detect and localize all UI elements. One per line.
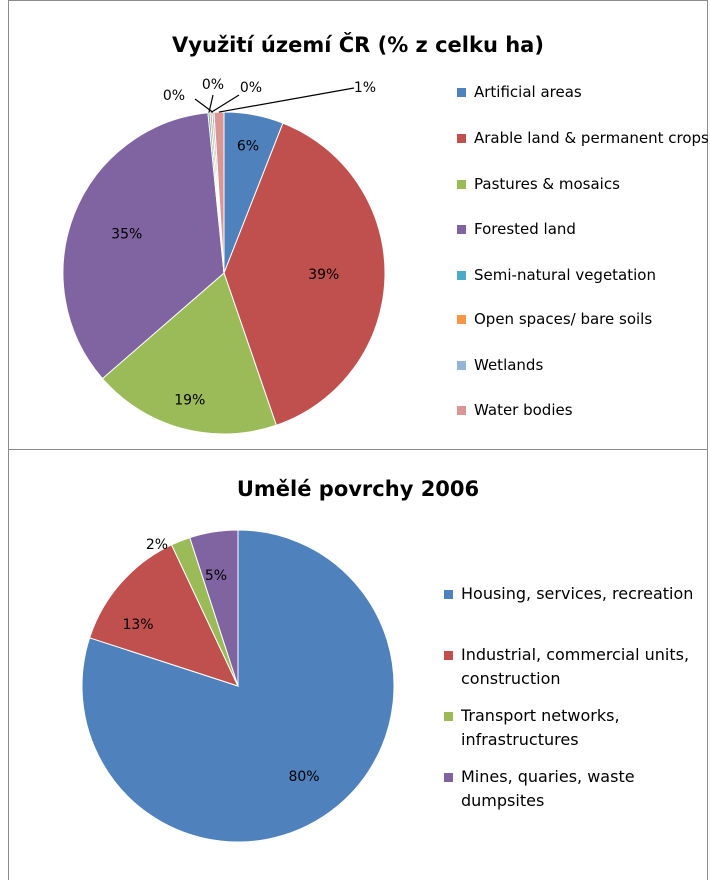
- legend-swatch: [444, 773, 453, 782]
- pie-slice-mines-quaries-waste-dumpsites: [189, 529, 239, 687]
- legend-label: Semi-natural vegetation: [474, 266, 656, 284]
- chart-title: Využití území ČR (% z celku ha): [172, 33, 544, 57]
- legend-label: Transport networks, infrastructures: [461, 706, 620, 749]
- chart-title: Umělé povrchy 2006: [236, 477, 480, 501]
- legend-swatch: [457, 406, 466, 415]
- legend-swatch: [444, 651, 453, 660]
- artificial-surfaces-chart-panel: Umělé povrchy 2006 80% 13% 2% 5% Housing, s…: [8, 449, 708, 880]
- legend-label: Forested land: [474, 220, 576, 238]
- legend-swatch: [457, 225, 466, 234]
- data-label-mines-quaries-waste-dumpsites: 5%: [205, 568, 227, 584]
- land-use-chart-panel: Využití území ČR (% z celku ha) 6% 39% 19%…: [8, 0, 709, 450]
- data-label-wetlands: 0%: [163, 88, 185, 104]
- data-label-industrial-commercial-units-construction: 13%: [122, 617, 153, 633]
- legend-swatch: [457, 271, 466, 280]
- data-label-forested-land: 35%: [111, 226, 142, 242]
- legend-swatch: [457, 88, 466, 97]
- legend-label: Housing, services, recreation: [461, 584, 694, 603]
- legend-label: Water bodies: [474, 401, 573, 419]
- legend-swatch: [457, 134, 466, 143]
- legend-label: Industrial, commercial units, constructi…: [461, 645, 690, 688]
- data-label-pastures-mosaics: 19%: [174, 393, 205, 409]
- legend-swatch: [444, 712, 453, 721]
- legend-label: Wetlands: [474, 356, 544, 374]
- legend-label: Pastures & mosaics: [474, 175, 620, 193]
- data-label-arable-land-permanent-crops: 39%: [308, 267, 339, 283]
- legend-label: Arable land & permanent crops: [474, 129, 709, 147]
- pie-slice-pastures-mosaics: [101, 272, 277, 435]
- leader-line-open-spaces-bare-soils: [210, 94, 240, 114]
- legend-label: Open spaces/ bare soils: [474, 310, 653, 328]
- pie-slice-forested-land: [62, 112, 225, 380]
- data-label-semi-natural-vegetation: 0%: [202, 77, 224, 93]
- legend-swatch: [444, 590, 453, 599]
- legend-swatch: [457, 180, 466, 189]
- pie-slice-arable-land-permanent-crops: [223, 122, 386, 426]
- legend-label: Artificial areas: [474, 83, 582, 101]
- data-label-artificial-areas: 6%: [237, 138, 259, 154]
- data-label-transport-networks-infrastructures: 2%: [146, 537, 168, 553]
- data-label-housing-services-recreation: 80%: [288, 769, 319, 785]
- data-label-water-bodies: 1%: [354, 80, 376, 96]
- artificial-surfaces-pie: 80% 13% 2% 5%: [81, 529, 395, 843]
- legend-label: Mines, quaries, waste dumpsites: [461, 767, 635, 810]
- legend-swatch: [457, 315, 466, 324]
- legend-swatch: [457, 361, 466, 370]
- pie-slice-industrial-commercial-units-construction: [89, 544, 239, 687]
- data-label-open-spaces-bare-soils: 0%: [240, 80, 262, 96]
- land-use-pie: 6% 39% 19% 35% 0% 0% 0% 1%: [62, 77, 386, 435]
- leader-line-wetlands: [194, 98, 214, 113]
- leader-line-water-bodies: [218, 87, 355, 113]
